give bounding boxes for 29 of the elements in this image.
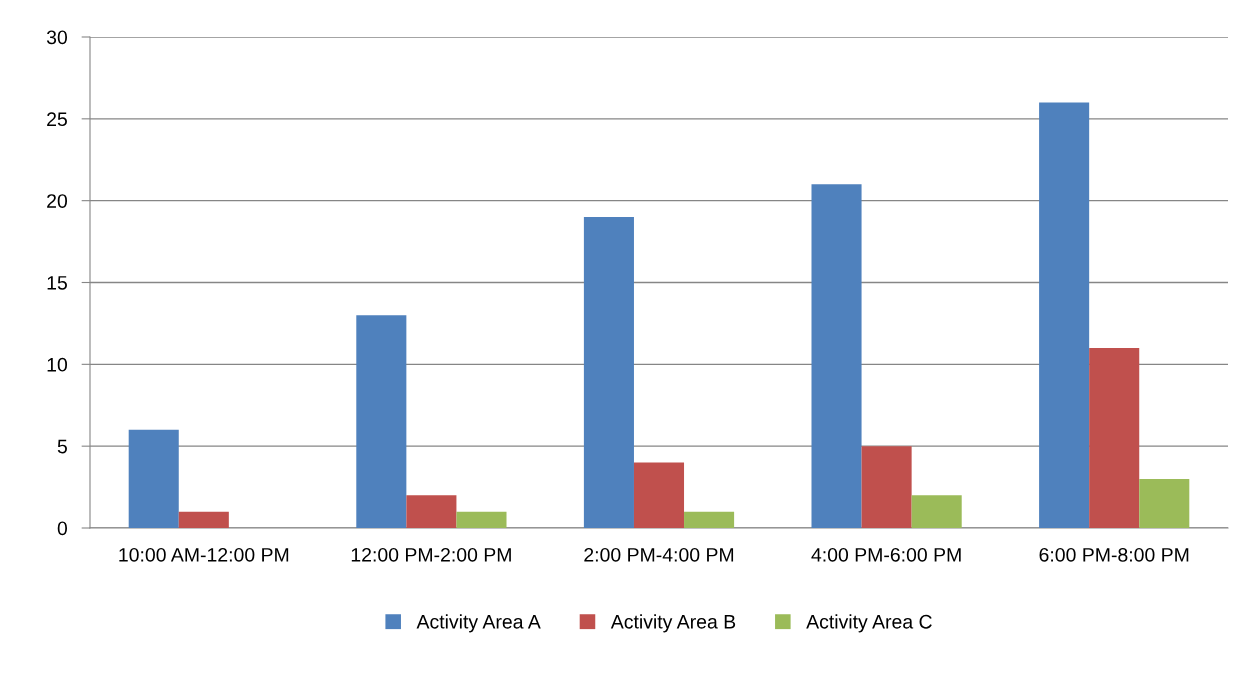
bar [911, 495, 962, 528]
y-tick-label: 25 [47, 112, 67, 127]
legend-label: Activity Area B [610, 614, 736, 633]
x-tick-label: 2:00 PM-4:00 PM [584, 547, 734, 562]
x-tick-label: 6:00 PM-8:00 PM [1039, 547, 1189, 562]
y-tick-label: 0 [57, 521, 68, 536]
bar [1139, 478, 1190, 528]
y-tick-label: 15 [47, 276, 67, 290]
bar [406, 495, 457, 528]
bar [811, 184, 862, 528]
y-tick-label: 30 [46, 30, 68, 45]
y-tick-label: 5 [57, 439, 67, 454]
x-tick-label: 10:00 AM-12:00 PM [119, 547, 289, 562]
bar [684, 511, 735, 528]
legend-label: Activity Area C [806, 614, 932, 633]
legend-label: Activity Area A [416, 614, 541, 633]
bar [356, 315, 407, 528]
x-tick-label: 4:00 PM-6:00 PM [811, 547, 961, 562]
bar [633, 462, 685, 528]
y-tick-label: 10 [47, 357, 68, 372]
bar [128, 429, 179, 528]
bar [178, 511, 229, 528]
bar [1089, 347, 1140, 528]
x-tick-label: 12:00 PM-2:00 PM [351, 547, 511, 562]
y-tick-label: 20 [47, 194, 68, 208]
bar [861, 446, 912, 528]
bar [1039, 102, 1090, 528]
bar [583, 217, 634, 528]
bar [456, 511, 507, 528]
